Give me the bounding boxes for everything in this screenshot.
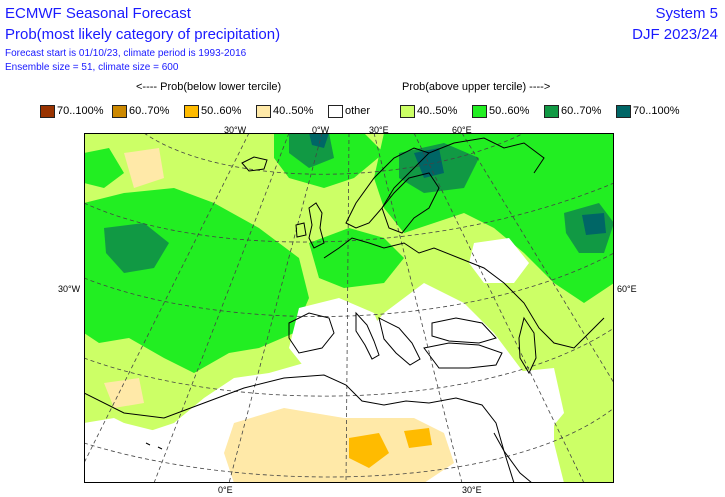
coast-ireland [295, 222, 307, 238]
legend-item-above-60-70: 60..70% [544, 102, 601, 120]
legend-label: 60..70% [129, 105, 170, 117]
legend-label: other [345, 105, 371, 117]
system-label: System 5 [655, 5, 718, 22]
below-50-60-egypt [404, 428, 432, 448]
legend-swatch [472, 104, 487, 118]
legend-swatch [544, 104, 559, 118]
coast-caspian [518, 316, 537, 375]
above-70-100-east [582, 213, 606, 235]
coast-canary-is [145, 442, 163, 450]
forecast-title: ECMWF Seasonal Forecast [5, 5, 191, 22]
coast-uk [308, 202, 325, 249]
coast-sweden-finland [381, 172, 440, 234]
legend-item-above-70-100: 70..100% [616, 102, 679, 120]
coast-russia-arctic [428, 137, 545, 174]
legend-swatch [616, 104, 631, 118]
above-70-100-finland [414, 148, 444, 178]
map-border [84, 133, 614, 483]
parallel-60n [84, 182, 614, 243]
coast-mainland-europe [323, 237, 605, 349]
legend-item-below-50-60: 50..60% [184, 102, 241, 120]
lon-label-top-0: 0°W [312, 125, 330, 135]
below-40-50-iberia-coast [104, 378, 144, 408]
precipitation-map [84, 133, 614, 483]
legend-item-below-70-100: 70..100% [40, 102, 103, 120]
meridian-15e [345, 133, 350, 483]
season-label: DJF 2023/24 [632, 26, 718, 43]
coastlines [84, 137, 605, 483]
forecast-start-line: Forecast start is 01/10/23, climate peri… [5, 48, 247, 59]
legend-above-heading: Prob(above upper tercile) ----> [402, 81, 551, 93]
above-50-60-central [309, 228, 404, 288]
below-50-60-sahara [349, 433, 389, 468]
lon-label-left-30w: 30°W [58, 284, 81, 294]
coast-north-africa [84, 374, 515, 483]
coast-iberia [288, 312, 335, 354]
meridian-30w [84, 133, 250, 464]
lon-label-top-30w: 30°W [224, 125, 247, 135]
legend: 70..100% 60..70% 50..60% 40..50% other 4… [0, 102, 725, 120]
lon-label-right-60e: 60°E [617, 284, 637, 294]
coast-red-sea [493, 432, 533, 483]
legend-label: 70..100% [633, 105, 680, 117]
legend-below-heading: <---- Prob(below lower tercile) [136, 81, 282, 93]
legend-item-below-40-50: 40..50% [256, 102, 313, 120]
coast-italy [355, 311, 380, 360]
above-40-50-region-east [554, 373, 614, 483]
ensemble-size-line: Ensemble size = 51, climate size = 600 [5, 62, 179, 73]
lon-label-top-30e: 30°E [369, 125, 389, 135]
legend-label: 40..50% [417, 105, 458, 117]
legend-label: 60..70% [561, 105, 602, 117]
map-canvas [84, 133, 614, 483]
legend-swatch [328, 104, 343, 118]
meridian-0 [228, 133, 323, 483]
other-region-southwest [84, 408, 254, 483]
legend-swatch [400, 104, 415, 118]
coast-black-sea [431, 317, 497, 344]
legend-label: 50..60% [489, 105, 530, 117]
legend-swatch [112, 104, 127, 118]
parallel-50n [84, 252, 614, 317]
below-40-50-greenland [124, 148, 164, 188]
parallel-30n [84, 407, 614, 478]
probability-field [84, 133, 614, 483]
legend-label: 40..50% [273, 105, 314, 117]
legend-swatch [256, 104, 271, 118]
legend-item-below-60-70: 60..70% [112, 102, 169, 120]
legend-swatch [40, 104, 55, 118]
parallel-70n [143, 133, 525, 175]
legend-label: 70..100% [57, 105, 104, 117]
coast-balkans [378, 317, 421, 366]
forecast-subtitle: Prob(most likely category of precipitati… [5, 26, 281, 43]
coast-iceland [241, 156, 268, 172]
lon-label-bottom-30e: 30°E [462, 485, 482, 495]
above-60-70-atlantic [104, 223, 169, 273]
legend-label: 50..60% [201, 105, 242, 117]
other-region-middle-east [504, 368, 564, 443]
above-70-100-arctic [309, 133, 329, 148]
lon-label-bottom-0e: 0°E [218, 485, 233, 495]
map-frame [84, 133, 614, 483]
coast-norway [345, 147, 430, 229]
legend-item-other: other [328, 102, 370, 120]
other-region-russia [469, 238, 529, 283]
legend-item-above-50-60: 50..60% [472, 102, 529, 120]
below-40-50-south [224, 408, 454, 483]
lon-label-top-60e: 60°E [452, 125, 472, 135]
above-50-60-west-fringe [84, 148, 124, 188]
legend-item-above-40-50: 40..50% [400, 102, 457, 120]
legend-swatch [184, 104, 199, 118]
coast-turkey [423, 342, 503, 369]
meridian-45e [413, 133, 585, 483]
